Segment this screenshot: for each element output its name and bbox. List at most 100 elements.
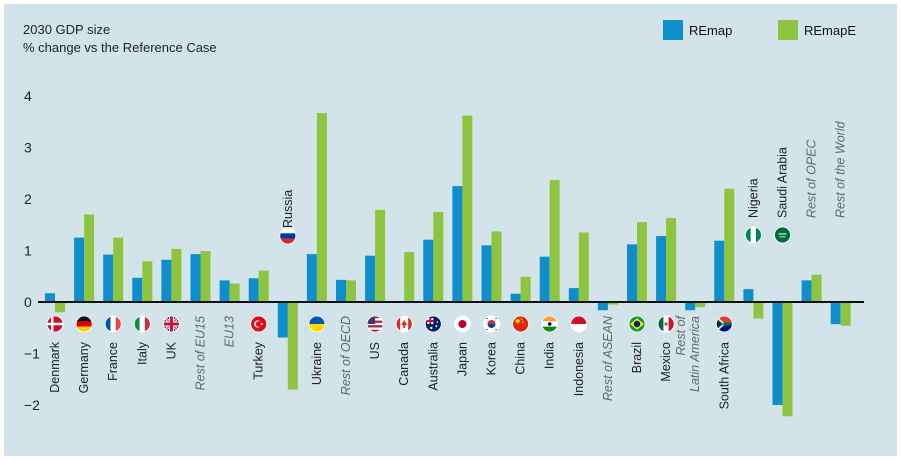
bar-remape-rest-of-latin-america: [695, 302, 706, 308]
category-label-italy: Italy: [135, 341, 149, 365]
bar-remap-rest-of-oecd: [336, 279, 346, 302]
legend-label-remape: REmapE: [804, 23, 856, 38]
gdp-bar-chart: 2030 GDP size % change vs the Reference …: [23, 20, 864, 417]
category-label-indonesia: Indonesia: [572, 342, 586, 396]
bar-remape-nigeria: [753, 302, 764, 319]
category-label-canada: Canada: [397, 342, 411, 386]
bar-remap-south-africa: [714, 240, 725, 302]
bar-remap-us: [365, 255, 376, 302]
bar-remape-rest-of-the-world: [840, 302, 851, 326]
bars: [45, 112, 851, 417]
category-label-uk: UK: [164, 341, 178, 359]
bar-remape-australia: [433, 211, 444, 302]
bar-remape-rest-of-opec: [811, 274, 822, 302]
y-tick-label: 0: [24, 294, 32, 310]
y-axis: 4 3 2 1 0 −1 −2: [24, 88, 40, 413]
bar-remape-turkey: [258, 270, 269, 302]
bar-remap-uk: [161, 259, 172, 302]
bar-remap-turkey: [248, 278, 259, 302]
legend-swatch-remap: [663, 20, 683, 40]
us-flag: [366, 315, 384, 333]
france-flag: [104, 315, 122, 333]
flags: [46, 226, 791, 333]
chart-frame: 2030 GDP size % change vs the Reference …: [4, 4, 897, 456]
saudi-arabia-flag: [774, 226, 791, 244]
bar-remape-japan: [462, 115, 473, 302]
category-label-china: China: [514, 342, 528, 375]
category-label-germany: Germany: [77, 341, 91, 393]
category-label-us: US: [368, 342, 382, 359]
bar-remap-japan: [452, 186, 463, 302]
russia-flag: [279, 227, 297, 245]
bar-remap-australia: [423, 239, 434, 302]
legend-swatch-remape: [778, 20, 798, 40]
bar-remap-india: [539, 256, 550, 302]
bar-remap-ukraine: [306, 254, 317, 302]
china-flag: [512, 315, 529, 333]
category-labels: Denmark Germany France Italy UK Rest of EU15 E…: [48, 120, 848, 409]
canada-flag: [395, 315, 413, 333]
category-label-eu13: EU13: [223, 316, 237, 347]
germany-flag: [75, 315, 93, 333]
bar-remap-rest-of-asean: [597, 302, 608, 311]
y-tick-label: 4: [24, 88, 32, 104]
italy-flag: [133, 315, 151, 333]
bar-remape-denmark: [55, 302, 65, 313]
bar-remap-rest-of-latin-america: [685, 302, 696, 311]
category-label-rest-of-eu15: Rest of EU15: [194, 316, 208, 390]
bar-remape-mexico: [666, 218, 677, 302]
bar-remape-germany: [84, 214, 95, 302]
category-label-nigeria: Nigeria: [746, 178, 760, 218]
bar-remape-canada: [404, 252, 415, 302]
category-label-japan: Japan: [455, 342, 469, 376]
category-label-australia: Australia: [426, 342, 440, 391]
bar-remap-mexico: [656, 236, 667, 302]
category-label-rest-of-asean: Rest of ASEAN: [601, 315, 615, 401]
india-flag: [541, 315, 559, 333]
category-label-rest-of-latin-america: Rest ofLatin America: [674, 314, 702, 391]
bar-remape-brazil: [637, 222, 647, 302]
bar-remape-uk: [171, 248, 182, 302]
japan-flag: [453, 315, 471, 333]
chart-subtitle: % change vs the Reference Case: [23, 40, 217, 55]
category-label-rest-of-the-world: Rest of the World: [834, 120, 848, 218]
bar-remap-italy: [132, 277, 143, 302]
category-label-south-africa: South Africa: [717, 342, 731, 409]
bar-remape-china: [520, 276, 531, 302]
denmark-flag: [46, 315, 64, 333]
bar-remap-nigeria: [743, 289, 754, 302]
korea-flag: [483, 315, 500, 333]
mexico-flag: [657, 315, 675, 333]
nigeria-flag: [745, 226, 762, 244]
bar-remap-rest-of-opec: [801, 280, 812, 302]
indonesia-flag: [570, 315, 588, 333]
bar-remape-india: [549, 179, 560, 302]
turkey-flag: [250, 315, 268, 333]
bar-remape-us: [375, 209, 386, 302]
bar-remap-russia: [277, 302, 288, 338]
bar-remap-korea: [481, 245, 492, 302]
y-tick-label: −1: [24, 346, 40, 362]
category-label-saudi-arabia: Saudi Arabia: [776, 147, 790, 218]
legend-label-remap: REmap: [689, 23, 732, 38]
bar-remape-eu13: [229, 283, 240, 302]
category-label-france: France: [106, 342, 120, 381]
category-label-brazil: Brazil: [630, 342, 644, 373]
y-tick-label: 2: [24, 191, 32, 207]
bar-remape-russia: [287, 302, 298, 390]
y-tick-label: 3: [24, 140, 32, 156]
y-tick-label: −2: [24, 397, 40, 413]
bar-remape-rest-of-oecd: [346, 280, 356, 302]
category-label-mexico: Mexico: [659, 342, 673, 382]
category-label-rest-of-oecd: Rest of OECD: [339, 316, 353, 395]
bar-remap-saudi-arabia: [772, 302, 783, 405]
australia-flag: [424, 315, 442, 333]
bar-remape-indonesia: [578, 232, 589, 302]
bar-remape-france: [113, 237, 124, 302]
bar-remap-germany: [74, 237, 85, 302]
legend: REmap REmapE: [663, 20, 856, 40]
bar-remape-rest-of-asean: [607, 302, 618, 305]
bar-remape-ukraine: [316, 112, 327, 303]
brazil-flag: [628, 315, 646, 333]
bar-remap-france: [103, 254, 114, 302]
